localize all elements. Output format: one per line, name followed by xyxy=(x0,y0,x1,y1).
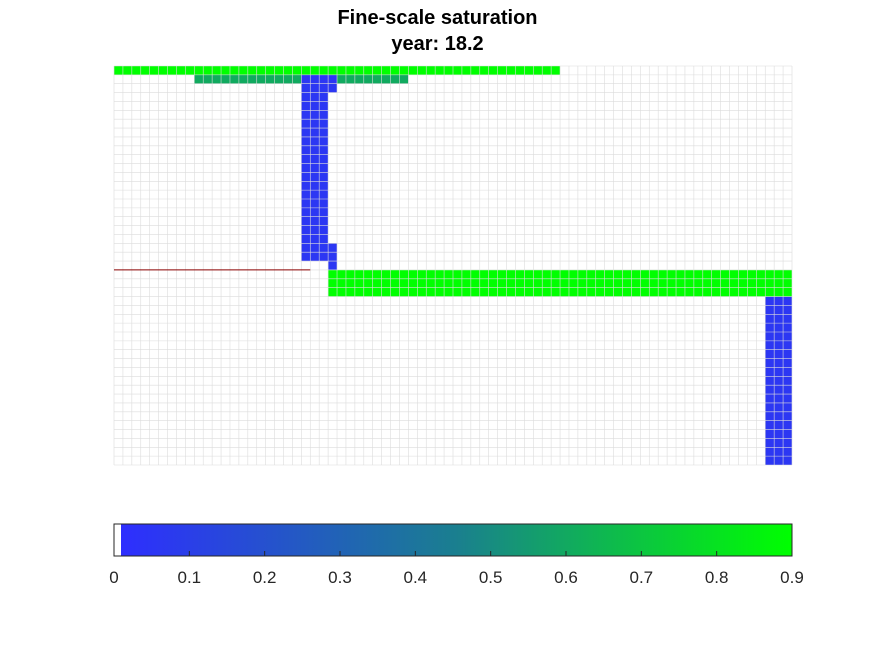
heatmap-cell-lower-column-stub xyxy=(328,243,338,270)
colorbar-tick-label: 0.1 xyxy=(178,568,202,587)
colorbar-tick-label: 0.2 xyxy=(253,568,277,587)
colorbar-gradient xyxy=(121,524,792,556)
heatmap-cell-upper-column xyxy=(301,74,329,262)
chart-title: Fine-scale saturation xyxy=(337,7,538,29)
colorbar-tick-label: 0.5 xyxy=(479,568,503,587)
chart-subtitle: year: 18.2 xyxy=(391,33,484,55)
colorbar-frame xyxy=(113,523,793,557)
colorbar-empty-segment xyxy=(114,524,121,556)
heatmap-cells xyxy=(114,66,792,465)
colorbar-tick-label: 0.4 xyxy=(404,568,428,587)
colorbar: 0 0.1 0.2 0.3 0.4 0.5 0.6 0.7 0.8 0.9 xyxy=(109,523,804,587)
colorbar-tick-label: 0.6 xyxy=(554,568,578,587)
heatmap-grid xyxy=(113,65,793,466)
colorbar-tick-label: 0 xyxy=(109,568,118,587)
colorbar-tick-label: 0.7 xyxy=(630,568,654,587)
colorbar-tick-label: 0.3 xyxy=(328,568,352,587)
colorbar-tick-label: 0.9 xyxy=(780,568,804,587)
heatmap-cell-lower-right-column xyxy=(765,296,792,465)
colorbar-tick-label: 0.8 xyxy=(705,568,729,587)
